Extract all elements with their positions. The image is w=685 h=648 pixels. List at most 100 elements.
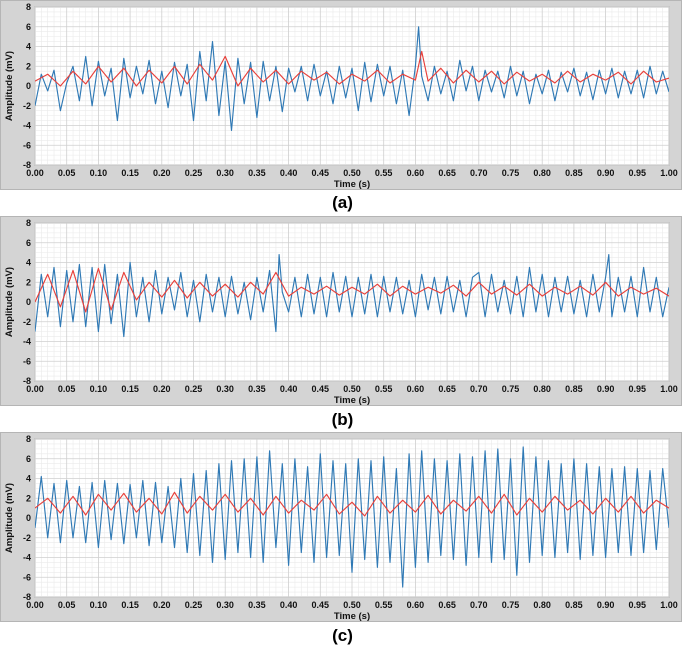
y-tick-label: -6	[23, 356, 31, 366]
x-tick-label: 1.00	[660, 384, 678, 394]
y-tick-label: -4	[23, 121, 31, 131]
y-tick-label: 8	[26, 2, 31, 12]
x-tick-label: 0.80	[533, 168, 551, 178]
x-tick-label: 0.00	[26, 384, 44, 394]
y-tick-label: 8	[26, 218, 31, 228]
x-tick-label: 0.85	[565, 600, 583, 610]
y-tick-label: -4	[23, 337, 31, 347]
x-tick-label: 0.20	[153, 168, 171, 178]
chart-a: 0.00 0.05 0.10 0.15 0.20 0.25 0.30 0.35 0.40 0.45…	[4, 2, 678, 189]
x-tick-label: 0.15	[121, 384, 139, 394]
x-tick-label: 0.45	[312, 168, 330, 178]
x-tick-label: 0.90	[597, 384, 615, 394]
x-tick-label: 0.60	[407, 384, 425, 394]
x-tick-label: 0.65	[438, 384, 456, 394]
x-tick-label: 0.05	[58, 384, 76, 394]
x-tick-label: 0.70	[470, 600, 488, 610]
x-axis-label: Time (s)	[334, 611, 370, 621]
x-tick-label: 0.75	[502, 600, 520, 610]
x-tick-label: 0.70	[470, 384, 488, 394]
major-grid	[34, 6, 670, 166]
series-line-red	[35, 491, 669, 517]
x-tick-label: 0.15	[121, 600, 139, 610]
y-tick-label: 0	[26, 513, 31, 523]
x-tick-label: 0.25	[185, 168, 203, 178]
x-tick-label: 0.85	[565, 384, 583, 394]
y-axis-label: Amplitude (mV)	[4, 483, 15, 553]
caption-c: (c)	[332, 626, 353, 645]
chart-panel-c: 0.00 0.05 0.10 0.15 0.20 0.25 0.30 0.35 0.40 0.45…	[0, 432, 682, 622]
x-tick-label: 0.50	[343, 168, 361, 178]
y-tick-label: 4	[26, 42, 31, 52]
x-tick-label: 0.90	[597, 600, 615, 610]
x-tick-label: 0.30	[216, 384, 234, 394]
y-tick-label: 8	[26, 434, 31, 444]
x-tick-label: 0.25	[185, 384, 203, 394]
chart-c: 0.00 0.05 0.10 0.15 0.20 0.25 0.30 0.35 0.40 0.45…	[4, 434, 678, 621]
x-tick-label: 0.55	[375, 168, 393, 178]
y-tick-label: -4	[23, 553, 31, 563]
x-axis-label: Time (s)	[334, 395, 370, 405]
chart-b: 0.00 0.05 0.10 0.15 0.20 0.25 0.30 0.35 0.40 0.45…	[4, 218, 678, 405]
y-tick-label: 6	[26, 22, 31, 32]
y-tick-label: -2	[23, 101, 31, 111]
x-tick-label: 0.65	[438, 168, 456, 178]
x-tick-label: 0.90	[597, 168, 615, 178]
x-tick-label: 0.20	[153, 384, 171, 394]
x-tick-label: 0.80	[533, 600, 551, 610]
x-tick-label: 0.55	[375, 600, 393, 610]
x-tick-label: 1.00	[660, 168, 678, 178]
x-tick-label: 0.70	[470, 168, 488, 178]
x-tick-label: 1.00	[660, 600, 678, 610]
y-tick-label: 4	[26, 258, 31, 268]
y-tick-label: 2	[26, 277, 31, 287]
major-grid	[34, 222, 670, 382]
x-tick-label: 0.95	[629, 168, 647, 178]
y-tick-label: -6	[23, 572, 31, 582]
x-tick-label: 0.85	[565, 168, 583, 178]
x-tick-label: 0.55	[375, 384, 393, 394]
x-tick-label: 0.35	[248, 168, 266, 178]
x-tick-label: 0.20	[153, 600, 171, 610]
y-tick-label: 6	[26, 238, 31, 248]
x-tick-label: 0.35	[248, 384, 266, 394]
caption-a: (a)	[332, 193, 353, 212]
x-tick-label: 0.10	[90, 600, 108, 610]
x-tick-label: 0.40	[280, 384, 298, 394]
x-tick-label: 0.00	[26, 168, 44, 178]
x-tick-label: 0.95	[629, 600, 647, 610]
x-tick-label: 0.80	[533, 384, 551, 394]
x-tick-label: 0.35	[248, 600, 266, 610]
y-tick-label: -2	[23, 533, 31, 543]
chart-panel-b: 0.00 0.05 0.10 0.15 0.20 0.25 0.30 0.35 0.40 0.45…	[0, 216, 682, 406]
y-tick-label: 6	[26, 454, 31, 464]
x-tick-label: 0.05	[58, 600, 76, 610]
x-tick-label: 0.50	[343, 600, 361, 610]
x-axis-label: Time (s)	[334, 179, 370, 189]
series-line-red	[35, 50, 669, 87]
y-tick-label: 2	[26, 493, 31, 503]
x-tick-label: 0.75	[502, 168, 520, 178]
x-tick-label: 0.45	[312, 384, 330, 394]
series-line-blue	[35, 446, 669, 588]
y-tick-label: 2	[26, 61, 31, 71]
x-tick-label: 0.10	[90, 168, 108, 178]
y-tick-label: -8	[23, 160, 31, 170]
x-tick-label: 0.95	[629, 384, 647, 394]
y-tick-label: 4	[26, 474, 31, 484]
x-tick-label: 0.30	[216, 168, 234, 178]
y-tick-label: -8	[23, 376, 31, 386]
x-tick-label: 0.75	[502, 384, 520, 394]
x-tick-label: 0.45	[312, 600, 330, 610]
x-tick-label: 0.10	[90, 384, 108, 394]
x-tick-label: 0.50	[343, 384, 361, 394]
caption-b: (b)	[331, 410, 354, 429]
x-tick-label: 0.05	[58, 168, 76, 178]
x-tick-label: 0.25	[185, 600, 203, 610]
y-tick-label: 0	[26, 297, 31, 307]
x-tick-label: 0.60	[407, 168, 425, 178]
x-tick-label: 0.60	[407, 600, 425, 610]
x-tick-label: 0.30	[216, 600, 234, 610]
y-tick-label: -6	[23, 140, 31, 150]
x-tick-label: 0.40	[280, 600, 298, 610]
